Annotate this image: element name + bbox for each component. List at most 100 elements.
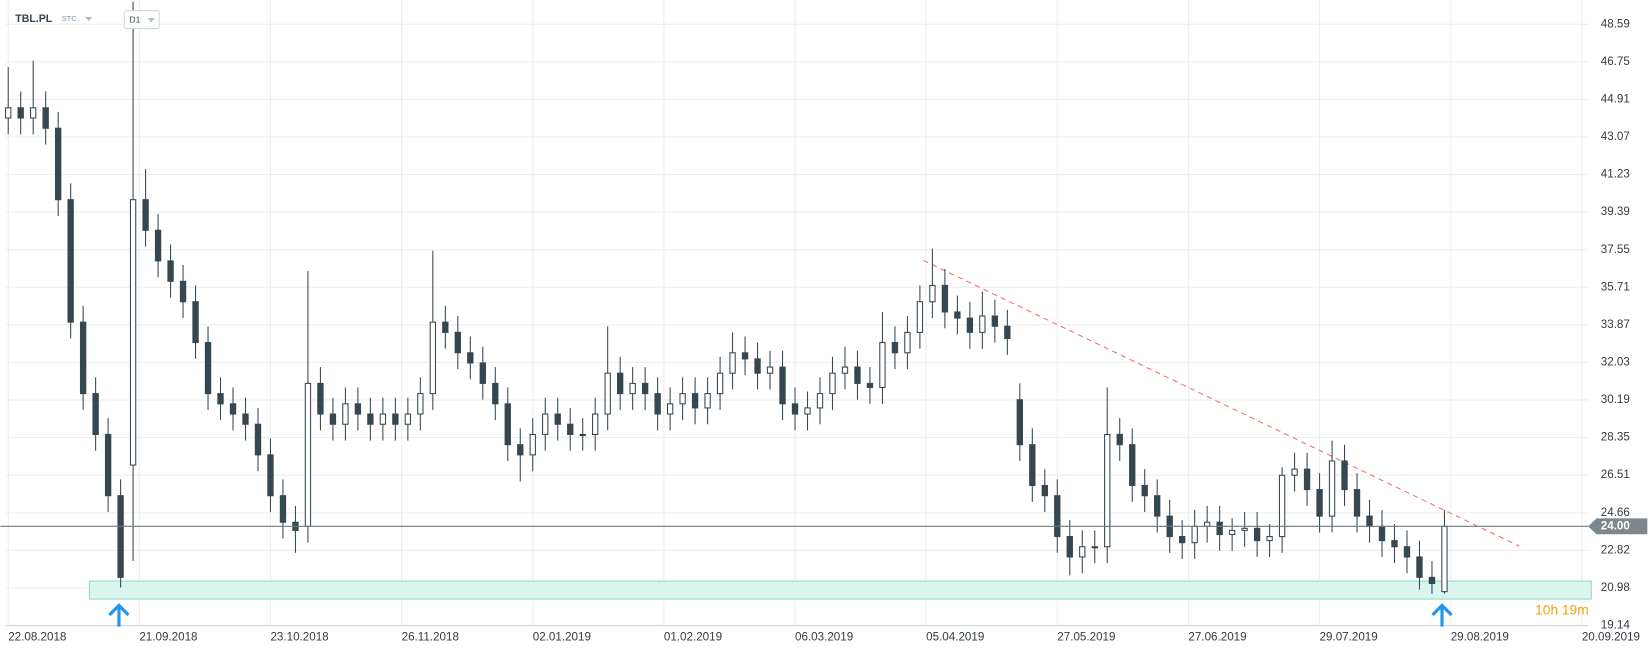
x-tick-label: 06.03.2019 [795, 630, 853, 643]
candle-body [429, 321, 437, 395]
candle-body [467, 352, 474, 364]
candle-body [704, 393, 711, 409]
candle-body [142, 199, 149, 231]
candle-body [392, 413, 399, 425]
candle-body [929, 284, 936, 303]
candle-body [1154, 495, 1161, 517]
candle-body [242, 413, 249, 425]
dropdown-icon[interactable] [85, 16, 93, 22]
candle-body [542, 413, 549, 435]
candle-body [1341, 460, 1348, 491]
candle-body [1428, 576, 1436, 585]
candle-body [417, 393, 424, 415]
candle-body [1366, 515, 1373, 527]
x-tick-label: 22.08.2018 [8, 630, 66, 643]
candle-body [192, 301, 199, 344]
candle-body [42, 107, 49, 129]
candle-body [17, 107, 24, 119]
candle-body [1316, 489, 1323, 517]
candle-body [1104, 433, 1111, 548]
candle-body [1029, 444, 1036, 487]
candle-body [1241, 527, 1248, 531]
candle-body [5, 107, 12, 119]
candle-body [67, 199, 74, 323]
candle-body [1016, 399, 1023, 446]
y-tick-label: 46.75 [1601, 55, 1630, 68]
candle-body [342, 403, 349, 425]
candle-body [741, 352, 749, 360]
candles [5, 1, 1448, 594]
countdown: 10h 19m [1535, 602, 1589, 617]
candle-body [679, 393, 686, 405]
candle-body [529, 433, 536, 456]
candle-body [267, 454, 274, 497]
candle-body [254, 423, 262, 456]
candle-body [1391, 540, 1398, 548]
support-zone [88, 580, 1592, 600]
candle-body [879, 342, 886, 389]
candle-body [479, 362, 486, 384]
candle-body [1253, 527, 1261, 542]
candle-body [1129, 444, 1136, 487]
y-tick-label: 22.82 [1601, 543, 1630, 556]
candle-body [804, 407, 811, 415]
y-tick-label: 26.51 [1601, 468, 1630, 481]
candle-body [604, 372, 611, 415]
candle-body [54, 127, 62, 201]
candle-body [592, 413, 599, 435]
candle-body [1191, 525, 1198, 544]
y-tick-label: 41.23 [1601, 168, 1630, 181]
candle-body [1141, 484, 1148, 497]
candle-body [1066, 535, 1073, 558]
candle-body [979, 315, 986, 333]
timeframe[interactable]: D1 [130, 14, 141, 24]
candle-body [1378, 525, 1386, 542]
market[interactable]: STC [62, 14, 77, 23]
candle-body [1403, 546, 1411, 558]
signal-arrow [108, 603, 1453, 627]
y-tick-label: 28.35 [1601, 431, 1630, 444]
candle-body [567, 423, 574, 435]
candle-body [754, 358, 761, 374]
candle-body [1266, 535, 1273, 542]
candle-body [1441, 525, 1448, 593]
x-tick-label: 27.06.2019 [1188, 630, 1246, 643]
candle-body [30, 107, 37, 119]
y-tick-label: 43.07 [1601, 130, 1630, 143]
candle-body [1079, 546, 1086, 558]
x-tick-label: 27.05.2019 [1057, 630, 1115, 643]
candle-body [579, 433, 586, 437]
candle-body [616, 372, 624, 395]
candle-body [454, 331, 461, 354]
candle-body [691, 393, 699, 409]
candle-body [1216, 521, 1223, 536]
y-tick-label: 24.66 [1601, 506, 1630, 519]
candle-body [916, 301, 924, 333]
y-tick-label: 35.71 [1601, 280, 1630, 293]
candle-body [1203, 521, 1211, 527]
candle-body [279, 495, 287, 523]
candle-body [517, 444, 524, 456]
candle-body [104, 433, 112, 497]
candle-body [1278, 474, 1286, 538]
dropdown-icon[interactable] [147, 17, 155, 23]
candle-body [1116, 433, 1123, 446]
candle-body [1228, 529, 1236, 536]
candle-body [966, 317, 974, 333]
candle-body [179, 280, 187, 303]
timeframe-button[interactable] [123, 10, 160, 30]
y-tick-label: 39.39 [1601, 205, 1630, 218]
price-label: 24.00 [1601, 519, 1630, 532]
y-tick-label: 32.03 [1601, 355, 1630, 368]
candle-body [117, 495, 124, 578]
candle-body [716, 372, 724, 395]
candle-body [666, 403, 674, 415]
candle-body [129, 199, 137, 466]
candle-body [492, 382, 499, 405]
candle-body [304, 382, 312, 527]
x-tick-label: 20.09.2019 [1582, 630, 1640, 643]
candle-body [204, 342, 212, 395]
y-tick-label: 33.87 [1601, 318, 1630, 331]
